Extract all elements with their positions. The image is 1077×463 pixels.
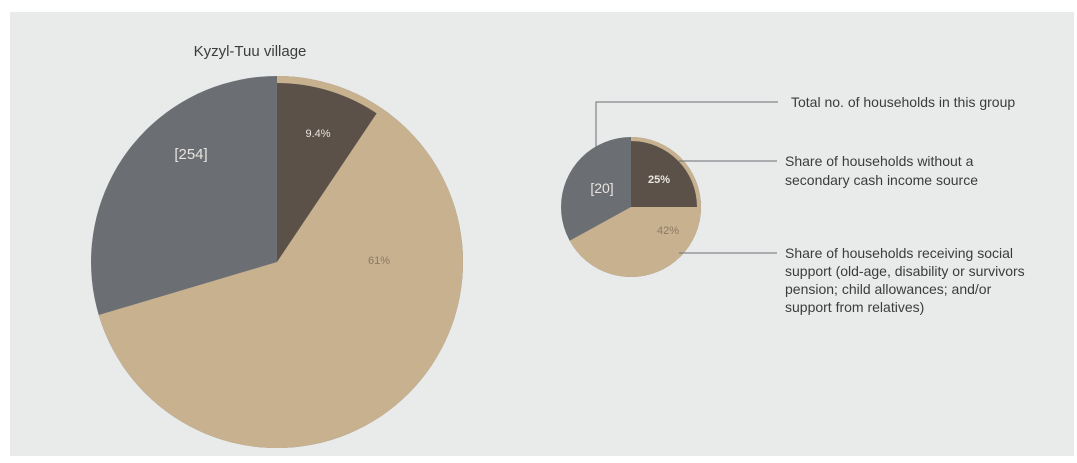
small-pie-tan-label: 42% [657, 225, 679, 237]
small-pie-total-label: [20] [590, 180, 613, 196]
large-pie-dark-label: 9.4% [305, 128, 330, 140]
large-pie-total-label: [254] [174, 146, 207, 163]
legend-no-secondary-line-2: secondary cash income source [785, 172, 978, 188]
legend-social-support-line-1: Share of households receiving social [785, 245, 1013, 261]
small-pie-dark-sector [631, 141, 697, 207]
pie-kyzyl-tuu: Kyzyl-Tuu village [254] 9.4% 61% [91, 43, 463, 448]
large-pie-tan-sector [98, 107, 463, 448]
legend-social-support-line-3: pension; child allowances; and/or [785, 281, 992, 297]
large-pie-tan-label: 61% [368, 255, 390, 267]
large-pie-title: Kyzyl-Tuu village [194, 43, 307, 60]
pie-example: [20] 25% 42% [561, 137, 702, 277]
legend: Total no. of households in this group Sh… [785, 94, 1025, 315]
legend-total: Total no. of households in this group [791, 94, 1015, 110]
large-pie-dark-sector [277, 83, 377, 262]
legend-social-support-line-4: support from relatives) [785, 299, 924, 315]
leader-line-total [595, 101, 778, 150]
small-pie-tan-sector [569, 207, 701, 277]
small-pie-dark-label: 25% [648, 174, 670, 186]
legend-no-secondary-line-1: Share of households without a [785, 153, 974, 169]
legend-social-support-line-2: support (old-age, disability or survivor… [785, 263, 1025, 279]
leader-lines [595, 101, 778, 254]
large-pie-tan-rim [277, 76, 382, 115]
